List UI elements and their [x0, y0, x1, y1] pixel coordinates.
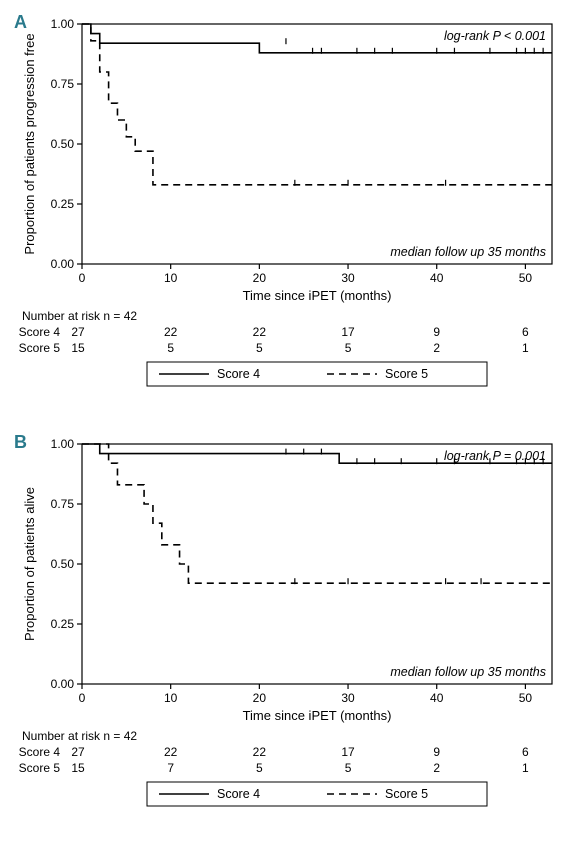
svg-text:30: 30	[341, 271, 355, 285]
legend-item: Score 4	[217, 367, 260, 381]
svg-text:0.75: 0.75	[51, 497, 75, 511]
svg-text:30: 30	[341, 691, 355, 705]
svg-text:0.00: 0.00	[51, 677, 75, 691]
risk-table-title: Number at risk n = 42	[22, 309, 137, 323]
risk-value: 22	[164, 325, 178, 339]
svg-text:0: 0	[79, 271, 86, 285]
risk-value: 15	[71, 341, 85, 355]
risk-value: 5	[345, 761, 352, 775]
risk-value: 7	[167, 761, 174, 775]
svg-text:0.25: 0.25	[51, 197, 75, 211]
risk-row-label: Score 5	[19, 341, 61, 355]
panel-label: A	[14, 12, 27, 33]
legend-item: Score 5	[385, 787, 428, 801]
x-axis-title: Time since iPET (months)	[243, 708, 392, 723]
risk-value: 5	[256, 341, 263, 355]
svg-text:0.75: 0.75	[51, 77, 75, 91]
risk-value: 27	[71, 745, 85, 759]
panel-label: B	[14, 432, 27, 453]
svg-text:50: 50	[519, 691, 533, 705]
legend-item: Score 4	[217, 787, 260, 801]
svg-text:1.00: 1.00	[51, 17, 75, 31]
legend-item: Score 5	[385, 367, 428, 381]
risk-value: 1	[522, 761, 529, 775]
risk-value: 2	[433, 341, 440, 355]
svg-text:20: 20	[253, 691, 267, 705]
svg-text:0.50: 0.50	[51, 137, 75, 151]
svg-text:10: 10	[164, 271, 178, 285]
risk-value: 15	[71, 761, 85, 775]
risk-value: 6	[522, 325, 529, 339]
svg-text:40: 40	[430, 271, 444, 285]
risk-table-title: Number at risk n = 42	[22, 729, 137, 743]
risk-value: 27	[71, 325, 85, 339]
followup-annotation: median follow up 35 months	[390, 245, 546, 259]
svg-text:40: 40	[430, 691, 444, 705]
svg-text:0.00: 0.00	[51, 257, 75, 271]
pvalue-annotation: log-rank P < 0.001	[444, 29, 546, 43]
risk-value: 17	[341, 325, 355, 339]
risk-row-label: Score 4	[19, 745, 61, 759]
risk-value: 9	[433, 745, 440, 759]
risk-value: 22	[164, 745, 178, 759]
pvalue-annotation: log-rank P = 0.001	[444, 449, 546, 463]
svg-text:50: 50	[519, 271, 533, 285]
risk-value: 5	[345, 341, 352, 355]
panel-b: B 0.00 0.25 0.50 0.75 1.00 0 10 20 30 40 50 Time sin…	[10, 430, 567, 830]
svg-text:0.50: 0.50	[51, 557, 75, 571]
risk-value: 22	[253, 745, 267, 759]
risk-value: 5	[167, 341, 174, 355]
y-axis-title: Proportion of patients alive	[22, 487, 37, 641]
risk-row-label: Score 5	[19, 761, 61, 775]
risk-value: 17	[341, 745, 355, 759]
risk-value: 6	[522, 745, 529, 759]
svg-text:0: 0	[79, 691, 86, 705]
risk-row-label: Score 4	[19, 325, 61, 339]
followup-annotation: median follow up 35 months	[390, 665, 546, 679]
risk-value: 22	[253, 325, 267, 339]
svg-text:0.25: 0.25	[51, 617, 75, 631]
risk-value: 1	[522, 341, 529, 355]
svg-text:20: 20	[253, 271, 267, 285]
svg-text:10: 10	[164, 691, 178, 705]
risk-value: 9	[433, 325, 440, 339]
risk-value: 5	[256, 761, 263, 775]
km-curve-score-5	[82, 444, 552, 583]
km-chart: 0.00 0.25 0.50 0.75 1.00 0 10 20 30 40 50 Time sinc…	[10, 430, 570, 830]
svg-text:1.00: 1.00	[51, 437, 75, 451]
panel-a: A 0.00 0.25 0.50 0.75 1.00 0 10 20 30 40 50 Time sin…	[10, 10, 567, 410]
y-axis-title: Proportion of patients progression free	[22, 33, 37, 254]
km-curve-score-5	[82, 24, 552, 185]
risk-value: 2	[433, 761, 440, 775]
km-chart: 0.00 0.25 0.50 0.75 1.00 0 10 20 30 40 50 Time sinc…	[10, 10, 570, 410]
x-axis-title: Time since iPET (months)	[243, 288, 392, 303]
